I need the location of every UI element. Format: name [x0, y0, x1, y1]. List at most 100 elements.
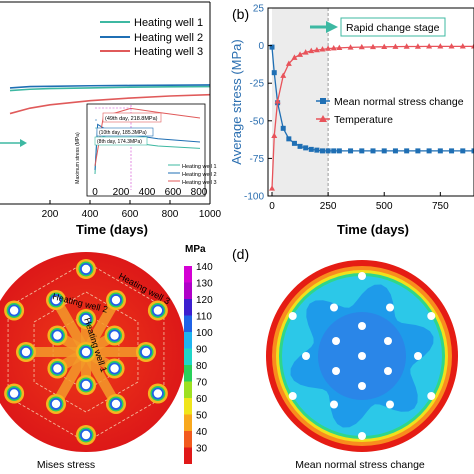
well-hole	[358, 382, 366, 390]
panel-a-series-1	[9, 85, 211, 92]
panel-b-y-tick-label: 25	[253, 4, 265, 15]
inset-legend-2: Heating well 2	[182, 172, 217, 178]
mean-normal-stress-point	[297, 143, 303, 149]
mean-normal-stress-point	[381, 148, 387, 154]
mean-normal-stress-point	[308, 146, 314, 152]
panel-b-x-tick-label: 750	[432, 201, 449, 212]
mean-normal-stress-point	[359, 148, 365, 154]
inset-legend-1: Heating well 1	[182, 164, 217, 170]
legend-label-heating-well-1: Heating well 1	[134, 17, 203, 29]
panel-b-x-tick-label: 0	[269, 201, 275, 212]
inset-x-tick-label: 400	[139, 187, 156, 198]
temperature-point	[302, 49, 309, 55]
colorbar-tick-label: 110	[196, 312, 212, 323]
colorbar-segment	[184, 299, 192, 316]
temperature-point	[392, 43, 399, 49]
dashed-hexagon-2	[33, 291, 139, 413]
temperature-point	[308, 47, 315, 54]
panel-d-caption: Mean normal stress change	[295, 459, 425, 471]
inset-x-tick-label: 200	[113, 187, 130, 198]
panel-a-x-tick-label: 800	[162, 209, 179, 220]
well-hole	[81, 380, 91, 390]
colorbar-tick-label: 140	[196, 262, 213, 273]
mean-normal-stress-point	[449, 148, 455, 154]
well-hole	[51, 295, 61, 305]
temperature-point	[325, 45, 332, 51]
mean-normal-stress-point	[370, 148, 376, 154]
colorbar-tick-label: 90	[196, 345, 208, 356]
mean-normal-stress-point	[437, 148, 443, 154]
panel-b-label: (b)	[232, 6, 249, 22]
mean-normal-stress-point	[271, 70, 277, 76]
well-hole	[386, 303, 394, 312]
panel-b-y-label: Average stress (MPa)	[230, 39, 244, 164]
panel-b-x-tick-label: 250	[320, 201, 337, 212]
colorbar-unit: MPa	[185, 244, 206, 255]
well-holes	[288, 272, 436, 440]
temperature-point	[269, 185, 275, 191]
legend-label-heating-well-3: Heating well 3	[134, 46, 203, 58]
temperature-point	[274, 98, 281, 104]
temperature-point	[403, 43, 410, 49]
well-hole	[9, 389, 19, 398]
well-hole	[358, 352, 366, 360]
mean-normal-stress-point	[460, 148, 466, 154]
well-hole	[332, 367, 341, 375]
well-hole	[110, 331, 119, 340]
well-hole	[330, 400, 338, 409]
well-hole	[81, 347, 91, 357]
well-hole	[111, 295, 121, 305]
well-hole	[53, 364, 62, 373]
temperature-point	[459, 43, 466, 49]
panel-a-chart: 200 400 600 800 1000 Time (days) Heating wel…	[0, 0, 232, 240]
temperature-point	[297, 51, 304, 57]
legend-label-heating-well-2: Heating well 2	[134, 32, 203, 44]
well-hole	[111, 399, 121, 409]
panel-b-y-tick-label: -75	[250, 154, 265, 165]
well-hole	[81, 430, 91, 440]
colorbar-tick-label: 80	[196, 361, 208, 372]
well-hole	[81, 314, 91, 324]
mean-normal-stress-point	[291, 140, 297, 146]
temperature-point	[336, 44, 343, 51]
temperature-point	[381, 43, 388, 50]
colorbar-segment	[184, 348, 192, 365]
panel-c-contour: Heating well 3 Heating well 2 Heating we…	[0, 244, 213, 471]
panel-d-contour: (d) Mean normal stress change	[232, 246, 458, 471]
colorbar-segment	[184, 431, 192, 448]
mean-normal-stress-point	[404, 148, 410, 154]
colorbar-tick-label: 40	[196, 427, 208, 438]
panel-b-x-tick-label: 500	[376, 201, 393, 212]
temperature-point	[437, 43, 444, 49]
well-hole	[288, 392, 297, 400]
mean-normal-stress-point	[348, 148, 354, 154]
panel-b-rapid-change-annotation: Rapid change stage	[310, 17, 446, 37]
temperature-point	[426, 43, 433, 49]
well-hole	[383, 337, 392, 345]
temperature-point	[471, 43, 474, 49]
well-hole	[414, 352, 422, 360]
temperature-point	[448, 43, 455, 49]
temperature-point	[330, 44, 337, 51]
rapid-change-label: Rapid change stage	[346, 22, 440, 34]
mean-normal-stress-point	[320, 148, 325, 154]
colorbar-segment	[184, 266, 192, 283]
well-hole	[330, 303, 338, 312]
mean-normal-stress-point	[415, 148, 421, 154]
mean-normal-stress-point	[471, 148, 474, 154]
panel-b-y-tick-label: -50	[250, 116, 265, 127]
colorbar-segment	[184, 447, 192, 464]
well-hole	[9, 306, 19, 315]
well-hole	[288, 312, 297, 320]
panel-a-x-tick-label: 1000	[199, 209, 222, 220]
colorbar-tick-label: 50	[196, 411, 208, 422]
panel-b-chart: 250-25-50-75-100 0 250 500 750 (b) Average …	[230, 0, 474, 240]
panel-a-legend: Heating well 1 Heating well 2 Heating we…	[100, 17, 203, 58]
mean-normal-stress-point	[280, 125, 286, 131]
well-hole	[383, 367, 392, 375]
legend-mean-normal-stress: Mean normal stress change	[334, 96, 464, 108]
well-hole	[358, 272, 366, 280]
well-hole	[21, 347, 31, 357]
colorbar-tick-label: 70	[196, 378, 208, 389]
